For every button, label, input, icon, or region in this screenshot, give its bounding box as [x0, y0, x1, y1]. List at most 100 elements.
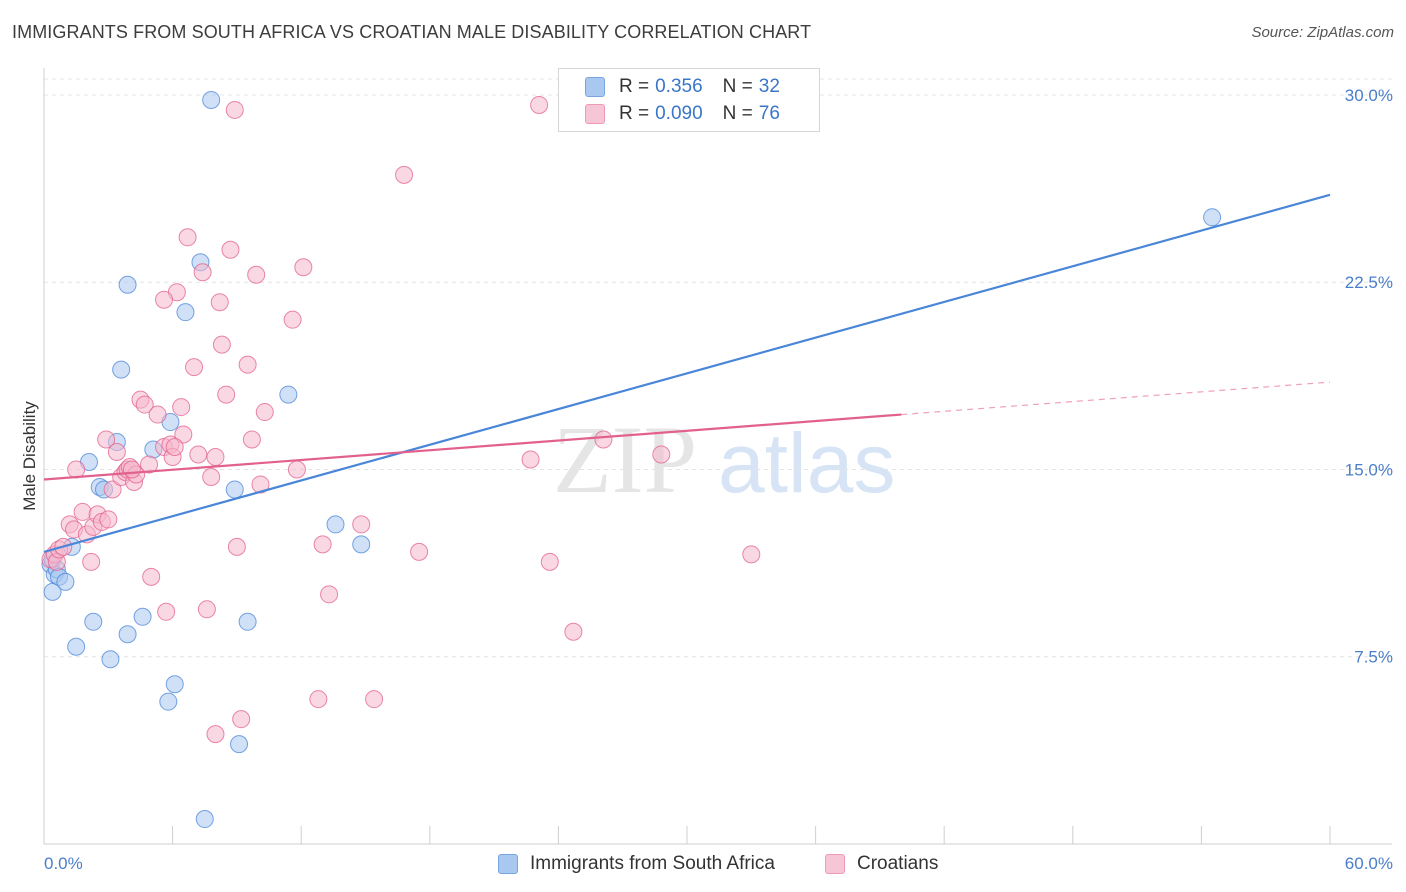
south-africa-point [176, 303, 195, 322]
croatians-point [185, 358, 204, 377]
south-africa-point [101, 650, 120, 669]
croatians-point [225, 100, 244, 119]
croatians-trend-line [43, 413, 902, 481]
south-africa-point [1203, 208, 1222, 227]
croatians-point [352, 515, 371, 534]
croatians-point [103, 480, 122, 499]
legend-swatch-south-africa [585, 77, 605, 97]
croatians-point [255, 403, 274, 422]
croatians-point [242, 430, 261, 449]
croatians-point [206, 725, 225, 744]
south-africa-point [238, 612, 257, 631]
croatians-point [97, 430, 116, 449]
legend-row-croatians: R = 0.090 N = 76 [585, 101, 780, 127]
croatians-point [82, 552, 101, 571]
croatians-point [178, 228, 197, 247]
croatians-point [189, 445, 208, 464]
croatians-point [212, 335, 231, 354]
croatians-point [320, 585, 339, 604]
south-africa-point [67, 637, 86, 656]
croatians-point [202, 467, 221, 486]
legend-r-value: 0.356 [655, 76, 703, 97]
bottom-legend-croatians: Croatians [825, 850, 938, 878]
croatians-point [540, 552, 559, 571]
y-tick-label: 22.5% [1345, 273, 1393, 292]
south-africa-point [159, 692, 178, 711]
south-africa-point [195, 810, 214, 829]
croatians-point [140, 455, 159, 474]
croatians-point [67, 460, 86, 479]
croatians-point [309, 690, 328, 709]
croatians-point [155, 290, 174, 309]
legend-n-value: 76 [758, 103, 780, 124]
croatians-point [594, 430, 613, 449]
legend-n-label: N = [722, 103, 753, 124]
south-africa-point [225, 480, 244, 499]
croatians-point [313, 535, 332, 554]
croatians-point [122, 460, 141, 479]
x-tick-label: 60.0% [1345, 854, 1393, 873]
croatians-point [247, 265, 266, 284]
croatians-point [157, 602, 176, 621]
croatians-point [148, 405, 167, 424]
legend-r-label: R = [619, 103, 650, 124]
legend-n-label: N = [722, 76, 753, 97]
south-africa-point [202, 90, 221, 109]
croatians-point [197, 600, 216, 619]
stats-legend: R = 0.356 N = 32 R = 0.090 N = 76 [558, 68, 820, 132]
croatians-point [217, 385, 236, 404]
croatians-point [221, 240, 240, 259]
croatians-point [521, 450, 540, 469]
south-africa-point [352, 535, 371, 554]
croatians-point [227, 537, 246, 556]
chart-title: IMMIGRANTS FROM SOUTH AFRICA VS CROATIAN… [12, 22, 812, 42]
croatians-point [232, 710, 251, 729]
trend-lines [43, 193, 1331, 553]
south-africa-point [165, 675, 184, 694]
croatians-point [742, 545, 761, 564]
bottom-legend-south-africa: Immigrants from South Africa [498, 850, 775, 878]
legend-swatch-croatians [585, 104, 605, 124]
y-tick-label: 30.0% [1345, 86, 1393, 105]
south-africa-point [43, 582, 62, 601]
bottom-legend-swatch-croatians [825, 854, 845, 874]
legend-row-south-africa: R = 0.356 N = 32 [585, 74, 780, 100]
bottom-legend-swatch-south-africa [498, 854, 518, 874]
croatians-point [135, 395, 154, 414]
croatians-point [172, 398, 191, 417]
source-label: Source: ZipAtlas.com [1251, 24, 1394, 41]
croatians-point [283, 310, 302, 329]
south-africa-point [230, 735, 249, 754]
croatians-point [107, 443, 126, 462]
bottom-legend-label-croatians: Croatians [857, 853, 939, 874]
croatians-point [365, 690, 384, 709]
south-africa-point [279, 385, 298, 404]
y-tick-label: 7.5% [1354, 648, 1393, 667]
data-points [41, 90, 1222, 829]
legend-r-value: 0.090 [655, 103, 703, 124]
croatians-point [73, 502, 92, 521]
croatians-point [564, 622, 583, 641]
watermark-zip: ZIP [553, 406, 697, 513]
south-africa-point [112, 360, 131, 379]
x-tick-label: 0.0% [44, 854, 83, 873]
croatians-point [530, 95, 549, 114]
croatians-point [410, 542, 429, 561]
watermark: ZIP atlas [553, 406, 895, 513]
croatians-point [238, 355, 257, 374]
axes: 7.5% 15.0% 22.5% 30.0% 0.0% 60.0% [43, 68, 1393, 873]
croatians-point [165, 438, 184, 457]
croatians-trend-line-extension [901, 381, 1331, 416]
croatians-point [652, 445, 671, 464]
croatians-point [395, 165, 414, 184]
croatians-point [294, 258, 313, 277]
croatians-point [142, 567, 161, 586]
croatians-point [210, 293, 229, 312]
croatians-point [251, 475, 270, 494]
croatians-point [206, 448, 225, 466]
croatians-point [174, 425, 193, 444]
croatians-point [99, 510, 118, 529]
south-africa-point [84, 612, 103, 631]
south-africa-trend-line [43, 193, 1331, 553]
